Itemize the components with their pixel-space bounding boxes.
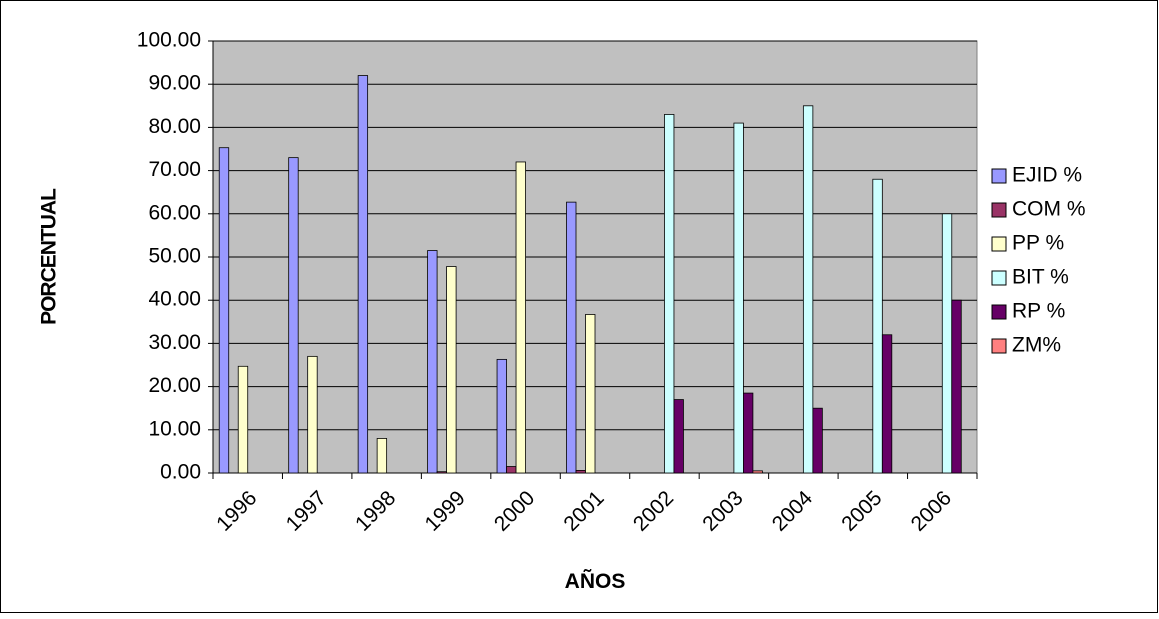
y-axis-title: PORCENTUAL: [38, 188, 61, 325]
bar: [743, 392, 754, 474]
legend-label: COM %: [1012, 198, 1086, 221]
bar: [436, 471, 447, 474]
bar: [585, 314, 596, 474]
bar: [288, 157, 299, 474]
legend-swatch: [991, 270, 1007, 286]
x-axis-title: AÑOS: [565, 570, 626, 593]
bar: [881, 334, 893, 474]
y-tick-label: 60.00: [148, 201, 201, 224]
y-tick-label: 40.00: [148, 288, 201, 311]
bar: [427, 250, 438, 474]
legend-label: BIT %: [1012, 266, 1069, 289]
bar: [733, 122, 744, 474]
bar: [496, 358, 507, 474]
bar: [566, 201, 577, 474]
bar: [357, 75, 369, 474]
legend-swatch: [991, 338, 1007, 354]
bar: [446, 266, 457, 474]
y-tick-label: 50.00: [148, 245, 201, 268]
bar: [506, 466, 517, 474]
legend-swatch: [991, 304, 1007, 320]
bar: [941, 213, 953, 474]
legend-label: EJID %: [1012, 164, 1082, 187]
legend-swatch: [991, 168, 1007, 184]
y-tick-label: 80.00: [148, 115, 201, 138]
legend-swatch: [991, 202, 1007, 218]
bar: [872, 178, 883, 474]
bar: [515, 161, 526, 474]
y-tick-label: 70.00: [148, 158, 201, 181]
y-tick-label: 20.00: [148, 374, 201, 397]
bar: [752, 470, 763, 474]
y-tick-label: 10.00: [148, 417, 201, 440]
y-tick-label: 0.00: [160, 461, 201, 484]
bar: [218, 147, 230, 474]
y-tick-label: 30.00: [148, 331, 201, 354]
bar: [951, 299, 962, 474]
bar: [575, 470, 586, 474]
legend-label: PP %: [1012, 232, 1064, 255]
y-tick-label: 90.00: [148, 72, 201, 95]
bar: [673, 399, 684, 474]
bar: [664, 114, 675, 474]
bar: [802, 105, 814, 474]
legend-swatch: [991, 236, 1007, 252]
bar: [237, 365, 249, 474]
y-tick-label: 100.00: [137, 29, 201, 52]
legend-label: RP %: [1012, 300, 1065, 323]
bar: [376, 438, 388, 474]
bar: [812, 407, 823, 474]
legend-label: ZM%: [1012, 334, 1061, 357]
bar: [307, 355, 318, 474]
